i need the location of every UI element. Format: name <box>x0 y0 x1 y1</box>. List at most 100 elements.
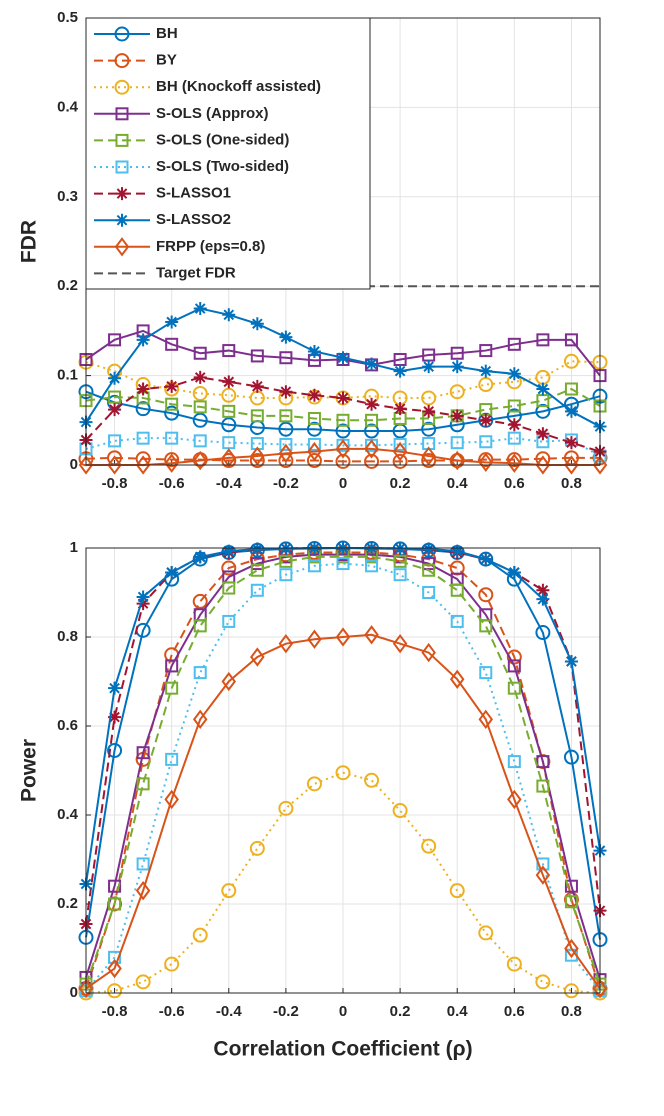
marker <box>279 330 293 344</box>
x-tick-label: 0.2 <box>390 475 411 492</box>
legend-label: S-LASSO1 <box>156 185 231 202</box>
series-line <box>85 387 601 422</box>
marker <box>279 351 293 365</box>
marker <box>108 434 122 448</box>
marker <box>250 317 264 331</box>
marker <box>221 417 237 433</box>
y-tick-label: 0.4 <box>57 806 79 823</box>
marker <box>563 983 579 999</box>
marker <box>164 452 180 468</box>
x-tick-label: -0.4 <box>216 475 243 492</box>
marker <box>393 568 407 582</box>
y-tick-label: 1 <box>70 539 78 556</box>
x-tick-label: -0.8 <box>102 1003 128 1020</box>
marker <box>307 412 321 426</box>
marker <box>421 446 436 466</box>
marker <box>222 581 236 595</box>
marker <box>364 439 379 459</box>
marker <box>249 840 265 856</box>
x-tick-label: -0.6 <box>159 475 185 492</box>
series-line <box>85 771 601 994</box>
marker <box>479 666 493 680</box>
y-tick-label: 0.3 <box>57 188 78 205</box>
marker <box>164 956 180 972</box>
marker <box>107 742 123 758</box>
marker <box>450 583 464 597</box>
marker <box>307 441 322 462</box>
marker <box>193 619 207 633</box>
marker <box>164 453 179 473</box>
marker <box>165 681 179 695</box>
marker <box>365 413 379 427</box>
marker <box>393 437 407 451</box>
marker <box>221 671 237 692</box>
marker <box>221 387 237 403</box>
marker <box>421 642 436 663</box>
marker <box>507 431 521 445</box>
marker <box>250 647 265 667</box>
marker <box>135 455 151 475</box>
marker <box>165 379 179 393</box>
marker <box>392 441 408 462</box>
marker <box>192 450 208 471</box>
legend-marker <box>114 79 130 95</box>
marker <box>536 427 550 441</box>
marker <box>478 452 494 472</box>
legend-marker <box>114 237 130 257</box>
marker <box>450 614 464 628</box>
marker <box>392 453 408 469</box>
y-tick-label: 0.1 <box>57 367 78 384</box>
marker <box>250 409 264 423</box>
x-tick-label: -0.6 <box>159 1003 185 1020</box>
marker <box>108 403 122 417</box>
marker <box>536 779 550 793</box>
marker <box>564 879 578 893</box>
marker <box>507 659 521 673</box>
marker <box>108 681 122 695</box>
marker <box>165 565 179 579</box>
marker <box>449 669 465 689</box>
marker <box>136 857 150 871</box>
marker <box>136 597 150 611</box>
marker <box>107 983 123 999</box>
marker <box>165 315 179 329</box>
series-line <box>86 447 600 466</box>
marker <box>222 436 236 450</box>
marker <box>507 681 521 695</box>
marker <box>108 710 122 724</box>
marker <box>136 333 150 347</box>
marker <box>507 418 521 432</box>
marker <box>364 423 380 439</box>
marker <box>250 446 265 466</box>
marker <box>136 590 150 604</box>
marker <box>421 838 437 854</box>
x-tick-label: -0.2 <box>273 475 299 492</box>
marker <box>507 453 522 473</box>
marker <box>506 649 522 665</box>
marker <box>564 455 579 475</box>
marker <box>165 659 179 673</box>
legend-label: S-OLS (Approx) <box>156 105 269 122</box>
marker <box>108 950 122 964</box>
legend-marker <box>115 133 129 147</box>
marker <box>535 625 551 641</box>
marker <box>536 755 550 769</box>
marker <box>449 883 465 899</box>
marker <box>279 385 293 399</box>
marker <box>365 559 379 573</box>
marker <box>135 974 151 990</box>
marker <box>335 765 351 781</box>
marker <box>450 360 464 374</box>
marker <box>221 560 237 576</box>
series-line <box>85 437 601 457</box>
legend-label: BH <box>156 25 178 42</box>
marker <box>393 402 407 416</box>
marker <box>535 403 551 419</box>
x-tick-label: 0.8 <box>561 1003 582 1020</box>
marker <box>478 377 494 393</box>
marker <box>422 542 436 556</box>
marker <box>564 404 578 418</box>
marker <box>364 625 379 645</box>
legend-label: BY <box>156 52 177 69</box>
marker <box>278 421 294 437</box>
